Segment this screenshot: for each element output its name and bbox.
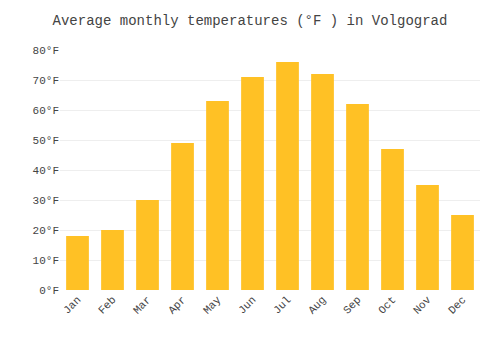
svg-text:10°F: 10°F [33, 255, 59, 267]
svg-text:Aug: Aug [306, 294, 328, 316]
svg-text:Jan: Jan [61, 294, 83, 316]
svg-text:50°F: 50°F [33, 135, 59, 147]
svg-text:Dec: Dec [446, 294, 468, 316]
svg-text:80°F: 80°F [33, 45, 59, 57]
svg-text:Mar: Mar [131, 294, 153, 316]
svg-text:40°F: 40°F [33, 165, 59, 177]
svg-text:Sep: Sep [341, 294, 363, 316]
svg-text:Jul: Jul [271, 294, 293, 316]
svg-text:0°F: 0°F [39, 285, 59, 297]
svg-text:May: May [201, 294, 224, 317]
svg-text:Average monthly temperatures (: Average monthly temperatures (°F ) in Vo… [53, 13, 448, 29]
svg-text:Oct: Oct [376, 294, 398, 316]
svg-text:Apr: Apr [166, 294, 188, 316]
svg-text:60°F: 60°F [33, 105, 59, 117]
svg-text:20°F: 20°F [33, 225, 59, 237]
svg-text:70°F: 70°F [33, 75, 59, 87]
svg-text:Nov: Nov [411, 294, 434, 317]
svg-text:30°F: 30°F [33, 195, 59, 207]
svg-text:Feb: Feb [96, 294, 118, 316]
svg-text:Jun: Jun [236, 294, 258, 316]
